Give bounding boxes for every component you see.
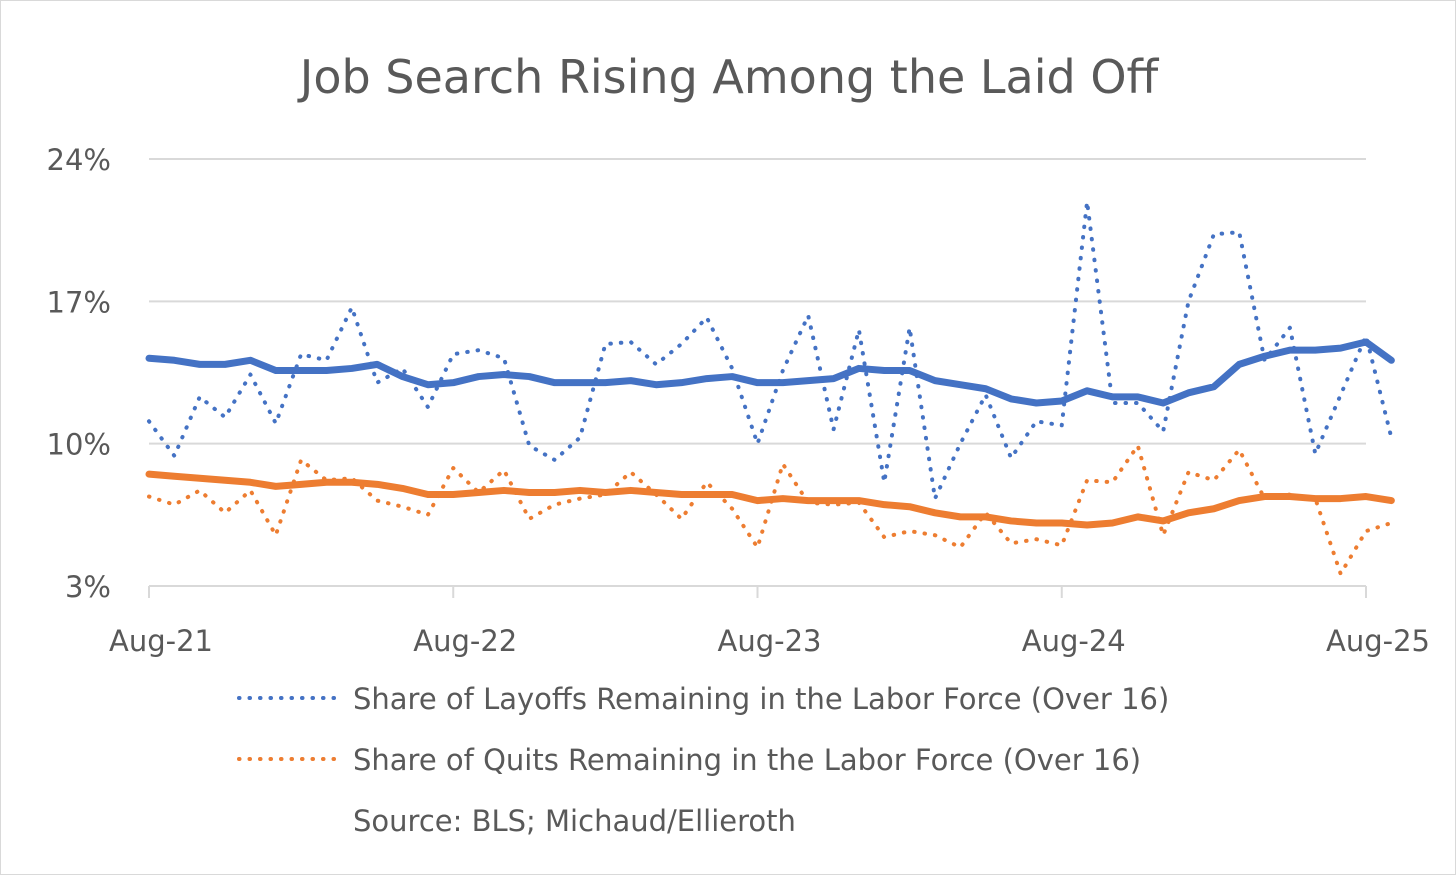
legend-label-layoffs: Share of Layoffs Remaining in the Labor … (353, 682, 1169, 716)
x-tick-label: Aug-22 (413, 624, 517, 658)
y-tick-label: 17% (47, 285, 111, 319)
legend-label-quits: Share of Quits Remaining in the Labor Fo… (353, 743, 1141, 777)
chart-title: Job Search Rising Among the Laid Off (297, 50, 1160, 104)
y-tick-label: 24% (47, 143, 111, 177)
legend: Share of Layoffs Remaining in the Labor … (237, 682, 1169, 838)
x-axis (148, 585, 1367, 598)
x-tick-label: Aug-21 (109, 624, 213, 658)
y-tick-label: 10% (47, 428, 111, 462)
y-axis-tick-labels: 3% 10% 17% 24% (47, 143, 111, 604)
source-note: Source: BLS; Michaud/Ellieroth (353, 804, 796, 838)
series-lines (145, 199, 1395, 576)
x-axis-tick-labels: Aug-21 Aug-22 Aug-23 Aug-24 Aug-25 (109, 624, 1430, 658)
layoffs-trend-line (145, 338, 1395, 407)
quits-trend-line (145, 470, 1395, 529)
quits-dotted-line (147, 443, 1394, 576)
x-tick-label: Aug-24 (1022, 624, 1126, 658)
y-tick-label: 3% (65, 570, 111, 604)
layoffs-dotted-line (147, 199, 1394, 501)
x-tick-label: Aug-23 (718, 624, 822, 658)
gridlines (149, 158, 1366, 445)
x-tick-label: Aug-25 (1326, 624, 1430, 658)
